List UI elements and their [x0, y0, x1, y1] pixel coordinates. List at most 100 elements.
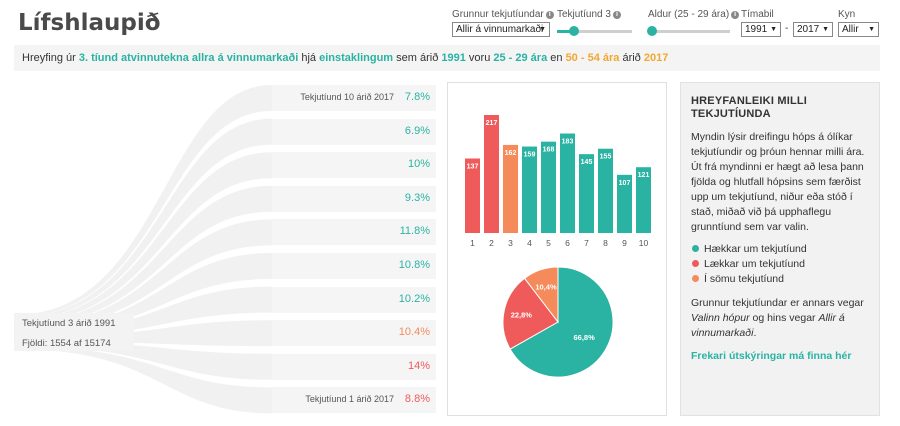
- legend-label: Lækkar um tekjutíund: [704, 258, 805, 270]
- info-icon[interactable]: i: [612, 11, 621, 19]
- kyn-select[interactable]: Allir ▼: [838, 22, 879, 37]
- decile-percent: 8.8%: [404, 393, 430, 406]
- x-tick-label: 2: [489, 238, 494, 248]
- bar-chart: 137 1 217 2 162 3 159 4 168 5 183 6 145 7 155 8 107 9 121 1…: [465, 115, 651, 248]
- info-icon[interactable]: i: [731, 11, 740, 19]
- legend-item: Hækkar um tekjutíund: [691, 242, 869, 257]
- bar[interactable]: [579, 154, 594, 233]
- decile-box: 9.3%: [272, 185, 436, 212]
- grunnur-select[interactable]: Allir á vinnumarkaði ▼: [452, 22, 550, 37]
- bar-value-label: 145: [581, 159, 593, 166]
- bar-value-label: 121: [638, 172, 650, 179]
- bar-value-label: 168: [543, 147, 555, 154]
- decile-percent: 10.2%: [398, 292, 430, 305]
- year-from-select[interactable]: 1991 ▼: [741, 22, 781, 37]
- bar-value-label: 137: [467, 164, 479, 171]
- legend-dot-icon: [692, 260, 699, 267]
- info-intro: Myndin lýsir dreifingu hóps á ólíkar tek…: [691, 131, 865, 233]
- flow-ribbon: [14, 219, 272, 331]
- pie-value-label: 10,4%: [535, 283, 557, 292]
- x-tick-label: 8: [603, 238, 608, 248]
- slider-handle[interactable]: [568, 26, 579, 36]
- x-tick-label: 3: [508, 238, 513, 248]
- x-tick-label: 5: [546, 238, 551, 248]
- legend-dot-icon: [692, 275, 699, 282]
- bar[interactable]: [598, 148, 613, 233]
- pie-slice[interactable]: [509, 266, 614, 378]
- legend-label: Hækkar um tekjutíund: [704, 243, 807, 255]
- x-tick-label: 4: [527, 238, 532, 248]
- info-title: HREYFANLEIKI MILLI TEKJUTÍUNDA: [691, 95, 808, 120]
- pie-value-label: 66,8%: [573, 333, 595, 342]
- bar[interactable]: [541, 141, 556, 233]
- bar[interactable]: [465, 158, 480, 233]
- info-note: Grunnur tekjutíundar er annars vegar Val…: [691, 297, 864, 339]
- x-tick-label: 10: [639, 238, 649, 248]
- decile-box: 14%: [272, 353, 436, 380]
- flow-ribbon: [14, 341, 272, 380]
- decile-box: 10%: [272, 152, 436, 179]
- year-to-select[interactable]: 2017 ▼: [793, 22, 833, 37]
- bar[interactable]: [522, 146, 537, 233]
- x-tick-label: 9: [622, 238, 627, 248]
- pie-slice[interactable]: [523, 266, 559, 324]
- slider-handle[interactable]: [647, 26, 657, 36]
- pie-slice[interactable]: [502, 277, 559, 350]
- flow-ribbon: [14, 346, 272, 414]
- flow-diagram: [14, 85, 272, 414]
- kyn-label: Kyn: [838, 9, 856, 20]
- info-panel: HREYFANLEIKI MILLI TEKJUTÍUNDA Myndin lý…: [680, 82, 880, 416]
- page-title: Lífshlaupið: [18, 10, 161, 36]
- decile-box: 6.9%: [272, 118, 436, 145]
- flow-ribbon: [14, 253, 272, 335]
- bar-value-label: 183: [562, 138, 574, 145]
- source-node: [14, 313, 134, 351]
- x-tick-label: 7: [584, 238, 589, 248]
- bar[interactable]: [503, 144, 518, 233]
- bar-value-label: 217: [486, 120, 498, 127]
- decile-box: 7.8% Tekjutíund 10 árið 2017: [272, 85, 436, 111]
- flow-ribbon: [14, 85, 272, 318]
- decile-label: Tekjutíund 10 árið 2017: [300, 92, 394, 102]
- bar-value-label: 162: [505, 150, 517, 157]
- pie-chart: 66,8% 22,8% 10,4%: [502, 266, 614, 378]
- decile-percent: 7.8%: [404, 91, 430, 103]
- flow-ribbon: [14, 185, 272, 327]
- aldur-label: Aldur (25 - 29 ára) i: [648, 9, 740, 20]
- slider-fill: [557, 30, 574, 33]
- chevron-down-icon: ▼: [822, 26, 829, 33]
- legend-dot-icon: [692, 245, 699, 252]
- legend: Hækkar um tekjutíund Lækkar um tekjutíund…: [691, 242, 869, 287]
- decile-percent: 6.9%: [404, 124, 430, 137]
- flow-ribbon: [14, 152, 272, 324]
- bar[interactable]: [560, 133, 575, 233]
- source-label: Tekjutíund 3 árið 1991: [22, 318, 116, 329]
- pie-value-label: 22,8%: [511, 311, 533, 320]
- legend-item: Í sömu tekjutíund: [691, 272, 869, 287]
- decile-box: 10.8%: [272, 253, 436, 279]
- decile-percent: 9.3%: [404, 191, 430, 204]
- chevron-down-icon: ▼: [770, 26, 777, 33]
- range-separator: -: [785, 23, 789, 34]
- chart-panel: 137 1 217 2 162 3 159 4 168 5 183 6 145 7 155 8 107 9 121 1…: [447, 82, 667, 416]
- flow-ribbon: [14, 286, 272, 338]
- aldur-slider[interactable]: [647, 26, 730, 36]
- tekjutiund-slider[interactable]: [557, 26, 632, 36]
- legend-label: Í sömu tekjutíund: [704, 273, 784, 285]
- more-info-link[interactable]: Frekari útskýringar má finna hér: [691, 350, 852, 362]
- decile-box: 10.2%: [272, 286, 436, 313]
- grunnur-label: Grunnur tekjutíundar i: [452, 9, 554, 20]
- x-tick-label: 1: [470, 238, 475, 248]
- flow-ribbon: [14, 118, 272, 320]
- info-icon[interactable]: i: [545, 11, 554, 19]
- bar[interactable]: [484, 115, 499, 233]
- bar-value-label: 155: [600, 154, 612, 161]
- decile-box: 8.8% Tekjutíund 1 árið 2017: [272, 387, 436, 414]
- decile-percent: 14%: [407, 359, 430, 372]
- bar[interactable]: [636, 167, 651, 233]
- decile-percent: 10.4%: [398, 326, 430, 339]
- count-label: Fjöldi: 1554 af 15174: [22, 338, 111, 349]
- decile-percent: 10%: [407, 158, 430, 171]
- bar[interactable]: [617, 174, 632, 233]
